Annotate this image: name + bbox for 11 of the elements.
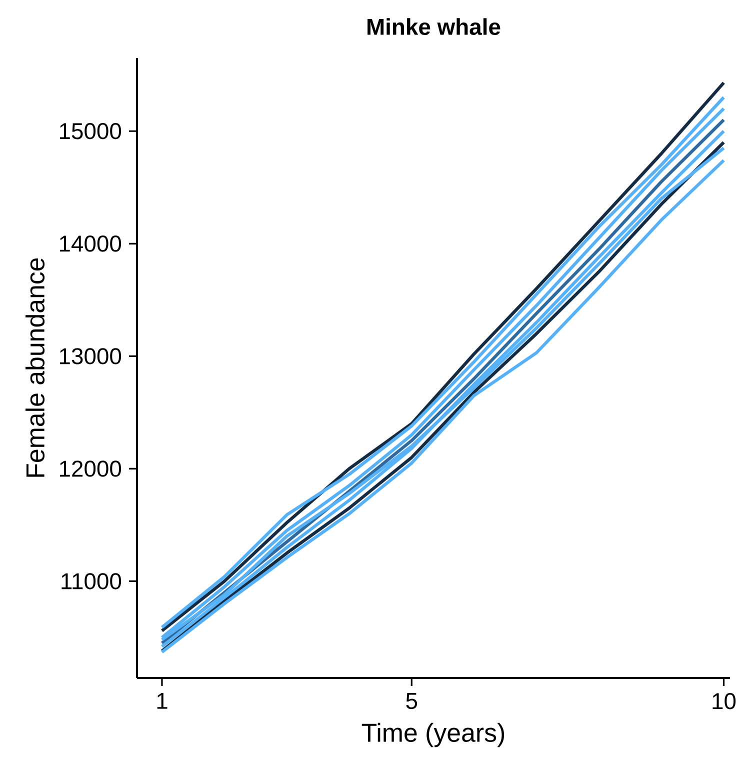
chart-title: Minke whale: [368, 18, 500, 35]
y-tick-label: 15000: [60, 123, 122, 140]
x-axis-title: Time (years): [362, 722, 504, 748]
y-axis-title: Female abundance: [26, 258, 45, 477]
x-tick-label: 10: [712, 693, 736, 710]
y-tick-label: 11000: [62, 573, 122, 590]
y-tick-label: 12000: [60, 460, 122, 477]
x-tick-label: 1: [157, 693, 168, 709]
x-tick-label: 5: [406, 693, 418, 710]
y-tick-label: 13000: [60, 348, 122, 364]
y-tick-label: 14000: [60, 236, 122, 252]
